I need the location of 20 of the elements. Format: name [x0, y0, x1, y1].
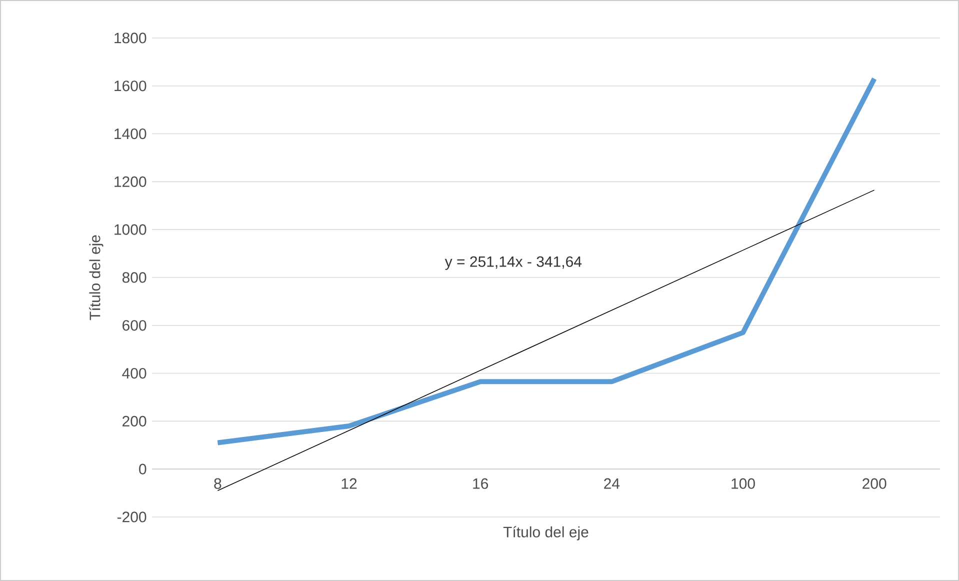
x-tick-label: 24 — [604, 478, 620, 489]
x-tick-label: 8 — [214, 478, 222, 489]
y-tick-label: 1800 — [114, 32, 146, 44]
y-tick-label: 0 — [139, 464, 146, 474]
y-tick-label: 800 — [122, 272, 146, 283]
y-tick-label: 1400 — [114, 128, 146, 140]
y-tick-label: -200 — [117, 512, 146, 522]
y-tick-label: 200 — [122, 416, 146, 426]
y-axis-title: Título del eje — [89, 235, 104, 320]
x-tick-label: 100 — [732, 478, 755, 489]
annotation: y = 251,14x - 341,64 — [444, 256, 582, 270]
y-tick-label: 600 — [122, 320, 146, 331]
y-tick-label: 400 — [122, 368, 146, 379]
x-axis-title: Título del eje — [503, 526, 588, 540]
x-tick-label: 200 — [862, 478, 886, 489]
y-tick-label: 1600 — [114, 80, 146, 92]
x-tick-label: 12 — [342, 478, 357, 489]
y-tick-label: 1200 — [114, 176, 146, 187]
y-tick-label: 1000 — [114, 224, 146, 235]
x-tick-label: 16 — [473, 478, 488, 489]
